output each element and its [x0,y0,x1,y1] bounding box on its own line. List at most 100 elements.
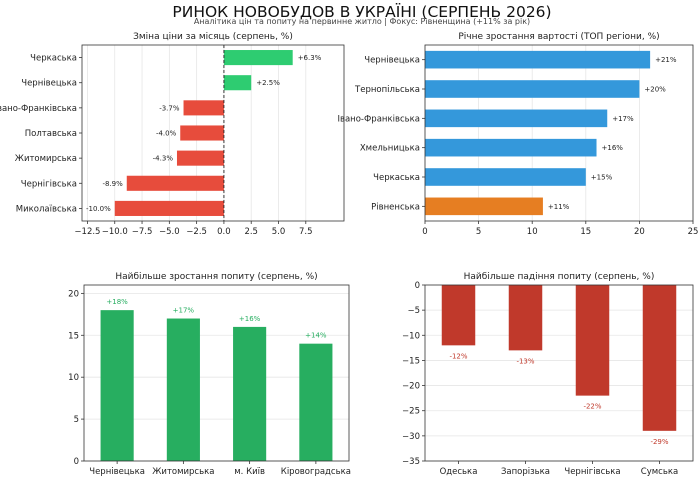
bar [183,100,224,116]
plot-frame [424,284,694,462]
x-tick-label: 0.0 [217,227,231,237]
y-tick-label: 15 [68,331,79,341]
y-tick-label: Чернівецька [21,79,77,89]
data-label: -4.3% [153,155,174,163]
data-label: -10.0% [86,205,111,213]
bar [575,285,610,396]
page-subtitle: Аналітика цін та попиту на первинне житл… [194,17,530,26]
chart-title: Найбільше падіння попиту (серпень, %) [464,272,655,282]
bar [166,318,200,461]
x-tick-label: 5 [476,227,481,237]
bar [233,326,267,461]
x-tick-label: 7.5 [299,227,313,237]
y-tick-label: 20 [68,289,79,299]
data-label: +17% [612,115,634,123]
data-label: -12% [449,352,467,360]
data-label: +15% [591,174,613,182]
data-label: +20% [644,86,666,94]
bar [223,75,252,91]
x-tick-label: 5.0 [272,227,286,237]
x-tick-label: 2.5 [244,227,258,237]
bar [425,50,651,69]
x-tick-label: Житомирська [152,467,214,477]
x-tick-label: 20 [634,227,645,237]
y-tick-label: Чернігівська [21,179,77,189]
bar [425,109,608,128]
data-label: +11% [548,203,570,211]
plot-frame [81,44,345,222]
data-label: +2.5% [256,79,280,87]
x-tick-label: 10 [527,227,538,237]
bar [425,168,586,186]
chart-annual_growth: Річне зростання вартості (ТОП регіони, %… [337,32,698,237]
y-tick-label: 0 [415,281,420,291]
y-tick-label: Черкаська [30,54,77,64]
x-tick-label: 0 [422,227,427,237]
y-tick-label: Рівненська [371,202,420,212]
bar [114,200,224,216]
data-label: -22% [583,403,601,411]
y-tick-label: Хмельницька [360,144,420,154]
bar [299,343,333,461]
data-label: -3.7% [159,104,180,112]
chart-demand_growth: Найбільше зростання попиту (серпень, %) 0… [68,272,351,477]
bar [425,197,543,216]
y-tick-label: −10 [402,331,420,341]
bar [223,50,293,66]
data-label: +21% [655,56,677,64]
data-label: -4.0% [156,130,177,138]
y-tick-label: 5 [74,415,79,425]
x-tick-label: м. Київ [234,467,265,477]
x-tick-label: −7.5 [132,227,153,237]
chart-title: Річне зростання вартості (ТОП регіони, %… [458,32,659,42]
x-tick-label: Сумська [641,467,678,477]
x-tick-label: Чернівецька [89,467,145,477]
x-tick-label: −10.0 [102,227,128,237]
page-title: РИНОК НОВОБУДОВ В УКРАЇНІ (СЕРПЕНЬ 2026) [172,2,551,21]
x-tick-label: Кіровоградська [281,467,351,477]
x-tick-label: −5.0 [159,227,180,237]
bar [180,125,224,141]
chart-title: Найбільше зростання попиту (серпень, %) [115,272,317,282]
data-label: +16% [602,144,624,152]
bar [100,310,134,461]
x-tick-label: 25 [688,227,699,237]
data-label: -29% [650,438,668,446]
y-tick-label: −35 [402,457,420,467]
y-tick-label: −5 [407,306,420,316]
x-tick-label: Одеська [440,467,478,477]
data-label: +14% [305,332,327,340]
y-tick-label: −15 [402,356,420,366]
x-tick-label: Чернігівська [564,467,620,477]
y-tick-label: −25 [402,407,420,417]
x-tick-label: −2.5 [186,227,207,237]
y-tick-label: 0 [74,457,79,467]
y-tick-label: Черкаська [373,173,420,183]
y-tick-label: 10 [68,373,79,383]
data-label: -13% [516,357,534,365]
y-tick-label: Полтавська [25,129,77,139]
y-tick-label: Житомирська [15,154,77,164]
data-label: +18% [106,298,128,306]
bar [126,175,224,191]
y-tick-label: Івано-Франківська [337,114,420,124]
data-label: +16% [239,315,261,323]
x-tick-label: 15 [580,227,591,237]
y-tick-label: Миколаївська [16,204,77,214]
y-tick-label: −20 [402,382,420,392]
chart-price_change: Зміна ціни за місяць (серпень, %) −12.5 −1… [0,32,345,237]
bar [642,285,677,431]
y-tick-label: Тернопільська [354,85,420,95]
data-label: +6.3% [298,54,322,62]
chart-title: Зміна ціни за місяць (серпень, %) [133,32,293,42]
plot-frame [83,284,350,462]
y-tick-label: Івано-Франківська [0,104,77,114]
y-tick-label: Чернівецька [364,56,420,66]
bar [176,150,224,166]
chart-demand_drop: Найбільше падіння попиту (серпень, %) 0 −5… [402,272,694,477]
bar [508,285,543,351]
bar [425,138,597,157]
bar [425,80,640,98]
